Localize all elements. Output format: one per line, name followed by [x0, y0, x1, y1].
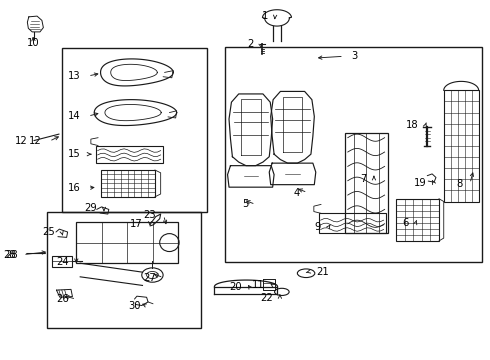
Bar	[96, 145, 163, 163]
Bar	[100, 170, 155, 197]
Text: 18: 18	[405, 121, 418, 130]
Text: 2: 2	[247, 39, 253, 49]
Text: 6: 6	[402, 218, 408, 228]
Text: 9: 9	[315, 222, 321, 232]
Text: 16: 16	[68, 183, 81, 193]
Text: 21: 21	[316, 267, 329, 277]
Text: 28: 28	[5, 249, 18, 260]
Bar	[318, 213, 386, 233]
Text: 27: 27	[144, 273, 156, 283]
Bar	[47, 212, 201, 328]
Bar	[225, 47, 482, 262]
Text: 28: 28	[3, 249, 16, 260]
Text: 14: 14	[68, 111, 81, 121]
Text: 22: 22	[260, 293, 272, 303]
Text: 12: 12	[29, 136, 42, 146]
Text: 10: 10	[27, 38, 40, 48]
Text: 7: 7	[360, 174, 367, 184]
Text: 19: 19	[414, 178, 426, 188]
Text: 17: 17	[130, 219, 143, 229]
Text: 29: 29	[84, 203, 97, 213]
Bar	[62, 48, 207, 212]
Text: 24: 24	[56, 257, 69, 267]
Text: 25: 25	[42, 227, 54, 237]
Text: 26: 26	[56, 294, 69, 304]
Text: 20: 20	[229, 282, 242, 292]
Text: 11: 11	[252, 280, 265, 290]
Bar	[345, 133, 388, 233]
Text: 23: 23	[144, 210, 156, 220]
Bar	[396, 199, 439, 241]
Text: 1: 1	[261, 11, 268, 21]
Text: 4: 4	[294, 188, 300, 198]
Text: 13: 13	[68, 71, 81, 81]
Text: 5: 5	[242, 199, 248, 210]
Text: 12: 12	[15, 136, 28, 146]
Bar	[52, 256, 73, 267]
Bar	[444, 90, 479, 202]
Text: 30: 30	[128, 301, 140, 311]
Text: 3: 3	[351, 51, 357, 61]
Text: 8: 8	[456, 179, 463, 189]
Bar	[76, 222, 178, 263]
Text: 15: 15	[68, 149, 81, 159]
